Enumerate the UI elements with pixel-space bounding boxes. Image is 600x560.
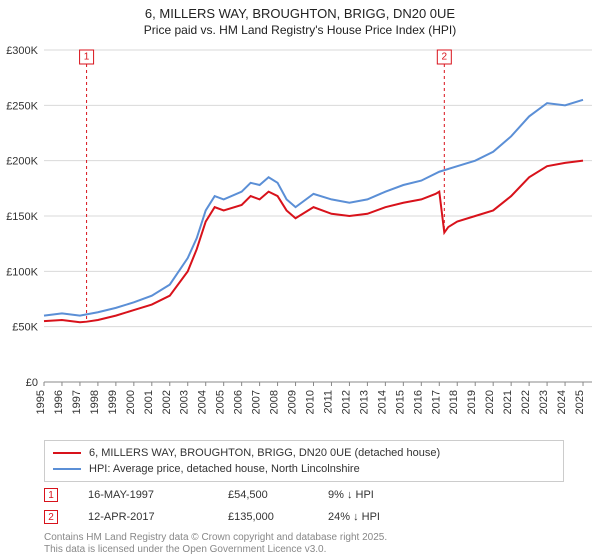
footnote-line-1: Contains HM Land Registry data © Crown c… (44, 532, 564, 544)
svg-text:2020: 2020 (484, 390, 496, 414)
transaction-date: 16-MAY-1997 (88, 489, 228, 501)
svg-text:2025: 2025 (574, 390, 586, 414)
svg-text:2016: 2016 (412, 390, 424, 414)
svg-text:£0: £0 (26, 377, 38, 389)
svg-text:2015: 2015 (394, 390, 406, 414)
transaction-row: 1 16-MAY-1997 £54,500 9% ↓ HPI (44, 484, 564, 506)
svg-text:£100K: £100K (6, 266, 38, 278)
svg-text:1995: 1995 (35, 390, 47, 414)
svg-text:2002: 2002 (161, 390, 173, 414)
svg-text:2007: 2007 (251, 390, 263, 414)
svg-text:£50K: £50K (12, 322, 38, 334)
svg-text:2008: 2008 (269, 390, 281, 414)
title-line-1: 6, MILLERS WAY, BROUGHTON, BRIGG, DN20 0… (0, 6, 600, 21)
legend-label-hpi: HPI: Average price, detached house, Nort… (89, 461, 360, 477)
transaction-pct: 9% ↓ HPI (328, 489, 448, 501)
svg-text:1997: 1997 (71, 390, 83, 414)
transaction-marker-2: 2 (44, 510, 58, 524)
transaction-rows: 1 16-MAY-1997 £54,500 9% ↓ HPI 2 12-APR-… (44, 484, 564, 528)
line-chart: £0 £50K £100K £150K £200K £250K £300K 1995 1996 1… (0, 42, 600, 432)
svg-text:£200K: £200K (6, 156, 38, 168)
transaction-price: £54,500 (228, 489, 328, 501)
svg-text:1996: 1996 (53, 390, 65, 414)
transaction-row: 2 12-APR-2017 £135,000 24% ↓ HPI (44, 506, 564, 528)
svg-text:2009: 2009 (287, 390, 299, 414)
svg-text:£300K: £300K (6, 45, 38, 57)
svg-text:2005: 2005 (215, 390, 227, 414)
svg-text:2004: 2004 (197, 390, 209, 414)
legend-label-price-paid: 6, MILLERS WAY, BROUGHTON, BRIGG, DN20 0… (89, 445, 440, 461)
svg-text:1: 1 (84, 52, 90, 63)
legend-swatch-hpi (53, 468, 81, 470)
svg-text:2013: 2013 (358, 390, 370, 414)
legend-swatch-price-paid (53, 452, 81, 454)
footnote-line-2: This data is licensed under the Open Gov… (44, 544, 564, 556)
svg-text:2000: 2000 (125, 390, 137, 414)
svg-text:2019: 2019 (466, 390, 478, 414)
transaction-price: £135,000 (228, 511, 328, 523)
svg-text:2003: 2003 (179, 390, 191, 414)
title-line-2: Price paid vs. HM Land Registry's House … (0, 23, 600, 37)
svg-text:2018: 2018 (448, 390, 460, 414)
svg-text:2021: 2021 (502, 390, 514, 414)
transaction-marker-1: 1 (44, 488, 58, 502)
svg-text:2001: 2001 (143, 390, 155, 414)
legend-item-price-paid: 6, MILLERS WAY, BROUGHTON, BRIGG, DN20 0… (53, 445, 555, 461)
svg-text:2: 2 (442, 52, 448, 63)
footnote: Contains HM Land Registry data © Crown c… (44, 532, 564, 556)
transaction-pct: 24% ↓ HPI (328, 511, 448, 523)
legend-item-hpi: HPI: Average price, detached house, Nort… (53, 461, 555, 477)
chart-area: £0 £50K £100K £150K £200K £250K £300K 1995 1996 1… (0, 42, 600, 432)
chart-title-block: 6, MILLERS WAY, BROUGHTON, BRIGG, DN20 0… (0, 0, 600, 37)
svg-text:2017: 2017 (430, 390, 442, 414)
transaction-date: 12-APR-2017 (88, 511, 228, 523)
svg-text:2011: 2011 (322, 390, 334, 414)
svg-text:£150K: £150K (6, 211, 38, 223)
svg-text:2023: 2023 (538, 390, 550, 414)
svg-text:£250K: £250K (6, 100, 38, 112)
svg-text:2014: 2014 (376, 390, 388, 414)
svg-text:2006: 2006 (233, 390, 245, 414)
svg-text:1999: 1999 (107, 390, 119, 414)
svg-text:1998: 1998 (89, 390, 101, 414)
svg-text:2024: 2024 (556, 390, 568, 414)
svg-text:2022: 2022 (520, 390, 532, 414)
legend: 6, MILLERS WAY, BROUGHTON, BRIGG, DN20 0… (44, 440, 564, 482)
svg-text:2012: 2012 (340, 390, 352, 414)
svg-text:2010: 2010 (305, 390, 317, 414)
